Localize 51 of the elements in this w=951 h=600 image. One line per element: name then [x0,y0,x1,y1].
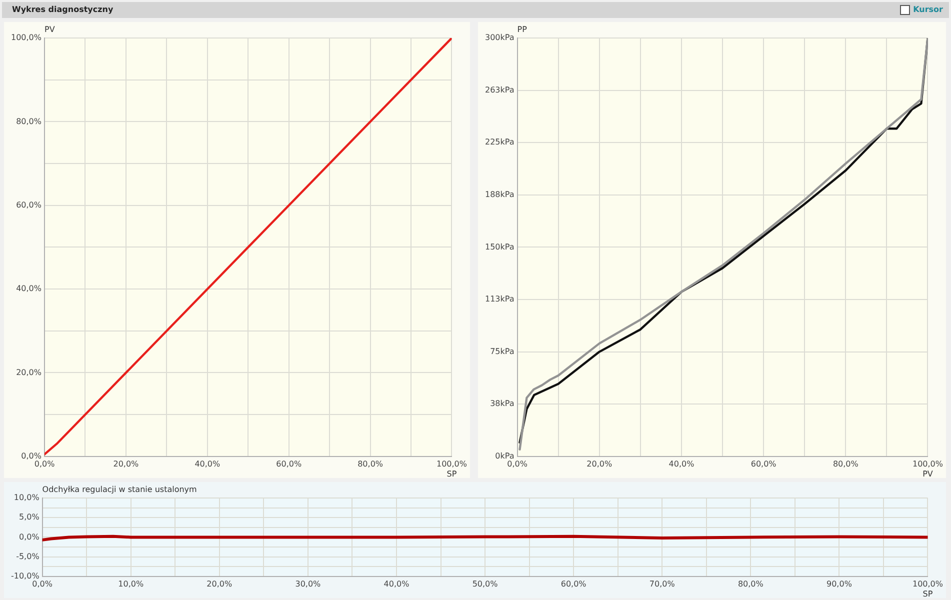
x-tick-label: 100,0% [912,579,944,588]
y-axis-title: Odchyłka regulacji w stanie ustalonym [42,485,198,494]
x-axis-title: PV [922,469,934,478]
y-tick-label: 188kPa [484,190,514,199]
y-tick-label: -10,0% [10,571,40,580]
y-tick-label: 20,0% [16,368,42,377]
x-tick-label: 80,0% [832,459,859,468]
x-tick-label: 40,0% [668,459,695,468]
x-tick-label: 0,0% [34,459,56,468]
x-tick-label: 10,0% [118,579,144,588]
y-tick-label: 113kPa [484,294,514,304]
x-tick-label: 100,0% [912,459,944,468]
x-tick-label: 60,0% [750,459,777,468]
x-tick-label: 90,0% [826,579,852,588]
x-axis-title: SP [446,469,457,478]
chart-title: Wykres diagnostyczny [12,4,114,16]
y-tick-label: 60,0% [16,200,42,210]
text: Kursor [913,4,943,16]
x-tick-label: 60,0% [560,579,587,588]
y-tick-label: 0,0% [21,451,42,460]
y-tick-label: 80,0% [16,116,42,126]
x-tick-label: 20,0% [206,579,232,588]
y-tick-label: 5,0% [18,512,40,522]
x-tick-label: 80,0% [738,579,764,588]
x-tick-label: 0,0% [507,459,528,468]
y-axis-title: PP [517,25,528,34]
x-tick-label: 40,0% [384,579,410,588]
y-tick-label: 10,0% [14,493,40,502]
x-tick-label: 20,0% [586,459,612,468]
y-tick-label: 75kPa [490,346,514,356]
x-tick-label: 70,0% [649,579,676,588]
y-tick-label: 225kPa [484,138,514,147]
x-tick-label: 50,0% [472,579,498,588]
y-tick-label: 38kPa [490,399,514,408]
x-tick-label: 0,0% [32,579,53,588]
y-tick-label: 300kPa [484,33,514,42]
y-tick-label: 40,0% [16,284,42,294]
x-tick-label: 60,0% [276,459,302,468]
x-axis-title: SP [922,589,933,598]
y-axis-title: PV [44,25,56,34]
y-tick-label: 100,0% [10,33,42,42]
y-tick-label: 150kPa [484,242,514,252]
y-tick-label: 263kPa [484,85,514,94]
y-tick-label: 0,0% [18,532,40,542]
x-tick-label: 20,0% [113,459,140,468]
x-tick-label: 40,0% [194,459,221,468]
x-tick-label: 80,0% [358,459,384,468]
x-tick-label: 100,0% [436,459,468,468]
y-tick-label: -5,0% [16,552,40,561]
y-tick-label: 0kPa [495,451,514,460]
x-tick-label: 30,0% [295,579,322,588]
